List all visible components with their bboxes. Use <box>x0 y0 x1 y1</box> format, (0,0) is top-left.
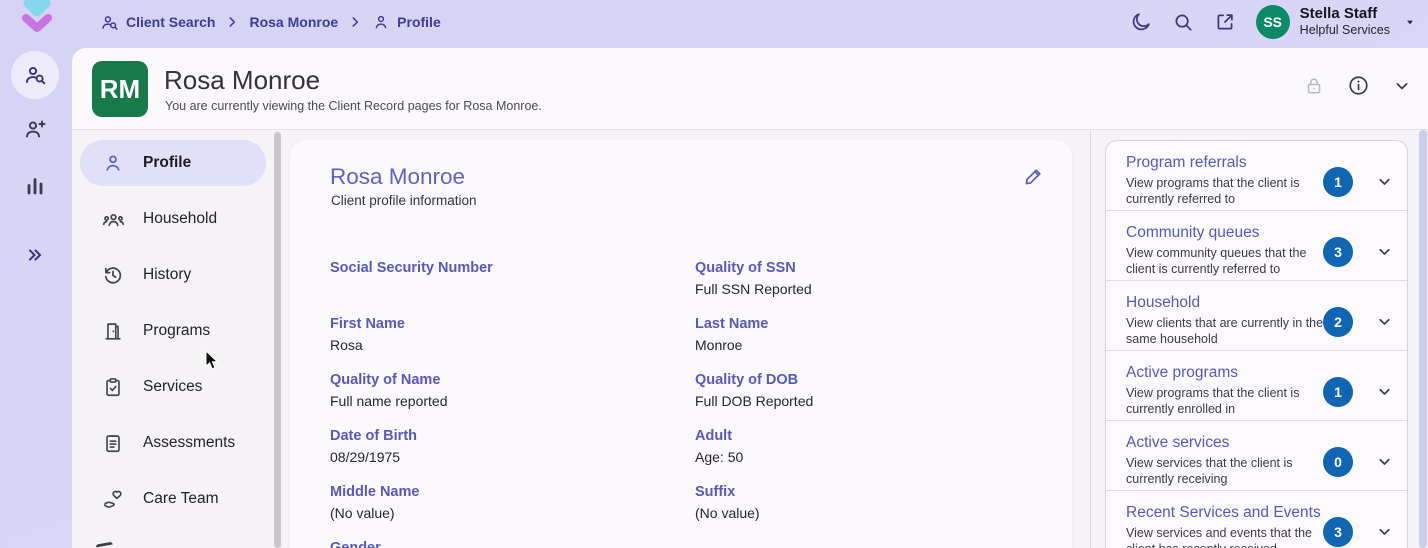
field-middle-name: Middle Name (No value) <box>330 484 420 521</box>
nav-item-label: Care Team <box>143 490 219 507</box>
page-title: Rosa Monroe <box>164 65 321 95</box>
chevron-down-icon[interactable] <box>1376 243 1393 260</box>
field-ssn: Social Security Number <box>330 260 493 276</box>
nav-item-label: Assessments <box>143 434 236 451</box>
client-record-subtitle: You are currently viewing the Client Rec… <box>165 99 542 113</box>
breadcrumb-label: Client Search <box>126 14 216 30</box>
breadcrumb: Client Search Rosa Monroe Profile <box>100 0 441 44</box>
user-name: Stella Staff <box>1299 5 1378 23</box>
nav-item-label: History <box>143 266 192 283</box>
card-recent-services-events[interactable]: Recent Services and Events View services… <box>1106 491 1407 548</box>
nav-scrollbar[interactable] <box>274 132 281 548</box>
field-adult: Adult Age: 50 <box>695 428 744 465</box>
lock-icon[interactable] <box>1303 75 1325 97</box>
history-icon <box>102 264 126 286</box>
avatar: RM <box>92 61 148 117</box>
field-quality-of-ssn: Quality of SSN Full SSN Reported <box>695 260 812 297</box>
pencil-icon[interactable] <box>1023 166 1044 187</box>
profile-fields: Social Security Number Quality of SSN Fu… <box>330 260 1032 548</box>
card-household[interactable]: Household View clients that are currentl… <box>1106 281 1407 351</box>
nav-item-care-team[interactable]: Care Team <box>80 476 266 522</box>
field-quality-of-dob: Quality of DOB Full DOB Reported <box>695 372 814 409</box>
chevron-down-icon[interactable] <box>1376 313 1393 330</box>
user-org: Helpful Services <box>1299 23 1390 38</box>
breadcrumb-rosa-monroe[interactable]: Rosa Monroe <box>249 14 338 30</box>
card-program-referrals[interactable]: Program referrals View programs that the… <box>1106 141 1407 211</box>
icon-rail <box>0 48 72 548</box>
count-badge: 3 <box>1323 237 1353 267</box>
card-community-queues[interactable]: Community queues View community queues t… <box>1106 211 1407 281</box>
field-first-name: First Name Rosa <box>330 316 405 353</box>
breadcrumb-client-search[interactable]: Client Search <box>100 13 215 32</box>
double-chevron-right-icon[interactable] <box>11 231 59 279</box>
field-suffix: Suffix (No value) <box>695 484 760 521</box>
client-nav: Profile Household History Programs <box>72 130 274 548</box>
person-add-icon[interactable] <box>11 105 59 153</box>
client-record-header: RM Rosa Monroe You are currently viewing… <box>72 48 1428 130</box>
nav-item-profile[interactable]: Profile <box>80 140 266 186</box>
count-badge: 2 <box>1323 307 1353 337</box>
hand-heart-icon <box>102 488 126 511</box>
door-icon <box>102 320 126 342</box>
topbar: Client Search Rosa Monroe Profile <box>0 0 1428 48</box>
nav-item-label: Services <box>143 378 203 395</box>
page-scrollbar[interactable] <box>1419 130 1427 548</box>
clipboard-check-icon <box>102 376 126 398</box>
open-in-new-icon[interactable] <box>1214 11 1236 33</box>
chevron-down-icon[interactable] <box>1392 76 1412 96</box>
nav-item-history[interactable]: History <box>80 252 266 298</box>
clipboard-list-icon <box>102 432 126 454</box>
count-badge: 1 <box>1323 377 1353 407</box>
people-icon <box>102 208 126 231</box>
count-badge: 1 <box>1323 167 1353 197</box>
breadcrumb-profile[interactable]: Profile <box>372 13 441 31</box>
chevron-down-icon[interactable] <box>1376 453 1393 470</box>
person-icon <box>372 13 390 31</box>
nav-item-programs[interactable]: Programs <box>80 308 266 354</box>
search-icon[interactable] <box>1172 11 1194 33</box>
nav-item-services[interactable]: Services <box>80 364 266 410</box>
field-date-of-birth: Date of Birth 08/29/1975 <box>330 428 417 465</box>
user-menu[interactable]: SS Stella Staff Helpful Services <box>1255 5 1418 39</box>
nav-item-label: Programs <box>143 322 211 339</box>
dark-mode-moon-icon[interactable] <box>1130 11 1152 33</box>
vertical-divider <box>1090 130 1091 548</box>
person-search-icon <box>100 13 119 32</box>
field-quality-of-name: Quality of Name Full name reported <box>330 372 448 409</box>
chevron-down-icon[interactable] <box>1376 383 1393 400</box>
summary-cards-panel: Program referrals View programs that the… <box>1105 140 1408 548</box>
count-badge: 0 <box>1323 447 1353 477</box>
chevron-down-icon[interactable] <box>1376 173 1393 190</box>
app-logo-icon[interactable] <box>12 0 60 40</box>
profile-card-subtitle: Client profile information <box>331 193 477 208</box>
person-icon <box>102 152 126 174</box>
bar-chart-icon[interactable] <box>11 161 59 209</box>
chevron-right-icon <box>225 15 239 29</box>
chevron-right-icon <box>348 15 362 29</box>
profile-card-title: Rosa Monroe <box>330 164 466 189</box>
nav-item-assessments[interactable]: Assessments <box>80 420 266 466</box>
nav-item-label: Profile <box>143 154 192 171</box>
card-active-services[interactable]: Active services View services that the c… <box>1106 421 1407 491</box>
field-gender: Gender <box>330 540 381 548</box>
profile-card: Rosa Monroe Client profile information S… <box>290 140 1072 548</box>
nav-item-label: Household <box>143 210 218 227</box>
person-search-icon[interactable] <box>11 51 59 99</box>
info-icon[interactable] <box>1347 74 1370 97</box>
nav-item-household[interactable]: Household <box>80 196 266 242</box>
avatar: SS <box>1255 5 1290 39</box>
breadcrumb-label: Rosa Monroe <box>249 14 339 30</box>
card-active-programs[interactable]: Active programs View programs that the c… <box>1106 351 1407 421</box>
chevron-down-icon[interactable] <box>1376 523 1393 540</box>
topbar-actions: SS Stella Staff Helpful Services <box>1130 0 1418 44</box>
count-badge: 3 <box>1323 517 1353 547</box>
caret-down-icon[interactable] <box>1402 14 1418 30</box>
field-last-name: Last Name Monroe <box>695 316 769 353</box>
breadcrumb-label: Profile <box>397 14 441 30</box>
